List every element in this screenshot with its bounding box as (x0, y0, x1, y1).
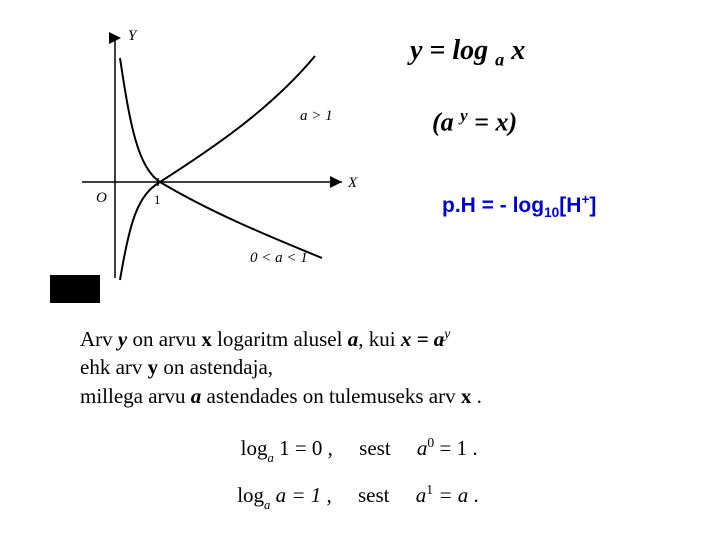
ph-pre: p.H = - log (442, 194, 544, 217)
f2-lp: (a (432, 107, 454, 136)
def-1a2: a (348, 327, 359, 351)
curve-a-gt-1 (120, 56, 315, 280)
def-1b: on arvu (127, 327, 201, 351)
tick-1-label: 1 (154, 192, 161, 208)
formula-panel: y = log ax (a y = x) p.H = - log10[H+] (370, 20, 596, 310)
def-2y: y (148, 355, 159, 379)
p1-arg: 1 = 0 (274, 436, 323, 460)
def-eq-sup: y (444, 326, 450, 341)
formula-ph: p.H = - log10[H+] (442, 192, 596, 220)
ph-post: ] (589, 194, 596, 217)
def-eq-l: x = a (401, 327, 444, 351)
prop-row-1: loga 1 = 0 , sest a0 = 1 . (0, 435, 680, 464)
p2-pre: log (237, 483, 264, 507)
def-3b: astendades on tulemuseks arv (201, 384, 461, 408)
def-1x: x (201, 327, 212, 351)
p2-comma: , (321, 483, 332, 507)
def-1c: logaritm alusel (212, 327, 348, 351)
f2-mid: = x) (468, 107, 517, 136)
def-1d: , kui (358, 327, 401, 351)
p2-rt: = a (433, 483, 468, 507)
formula-log-def: y = log ax (410, 35, 596, 71)
def-3c: . (471, 384, 482, 408)
p2-sest: sest (358, 483, 390, 507)
p2-rb: a (416, 483, 427, 507)
prop-row-2: loga a = 1 , sest a1 = a . (0, 482, 680, 511)
origin-label: O (96, 190, 107, 207)
ph-sub: 10 (544, 205, 559, 220)
f1-tail: x (511, 35, 525, 66)
top-row: Y X O 1 a > 1 0 < a < 1 y = logax (ay = … (0, 0, 720, 310)
log-properties: loga 1 = 0 , sest a0 = 1 . loga a = 1 , … (0, 410, 720, 511)
curve-a-lt-1 (120, 58, 322, 258)
p1-rb: a (417, 436, 428, 460)
black-box (50, 275, 100, 303)
x-axis-label: X (348, 175, 357, 192)
f2-sup: y (460, 106, 468, 125)
p1-dot: . (467, 436, 478, 460)
ph-mid: [H (559, 194, 581, 217)
curve-label-a-gt-1: a > 1 (300, 108, 333, 125)
p1-pre: log (241, 436, 268, 460)
p1-rt: = 1 (434, 436, 467, 460)
def-3a: millega arvu (80, 384, 191, 408)
f1-sub: a (495, 50, 504, 70)
graph-svg (50, 20, 370, 310)
definition-text: Arv y on arvu x logaritm alusel a, kui x… (0, 310, 720, 410)
curve-label-a-lt-1: 0 < a < 1 (250, 250, 308, 267)
def-2a: ehk arv (80, 355, 148, 379)
p1-sest: sest (359, 436, 391, 460)
p1-sub: a (268, 451, 274, 465)
p1-comma: , (322, 436, 333, 460)
y-axis-label: Y (128, 28, 136, 45)
def-2b: on astendaja, (158, 355, 273, 379)
def-3a2: a (191, 384, 202, 408)
p2-sub: a (264, 498, 270, 512)
def-3x: x (461, 384, 472, 408)
f1-text: y = log (410, 35, 488, 66)
log-graph: Y X O 1 a > 1 0 < a < 1 (50, 20, 370, 310)
p2-arg: a = 1 (270, 483, 321, 507)
def-1a: Arv (80, 327, 118, 351)
p2-dot: . (468, 483, 479, 507)
formula-exp-equiv: (a y = x) (432, 106, 596, 138)
def-1y: y (118, 327, 127, 351)
